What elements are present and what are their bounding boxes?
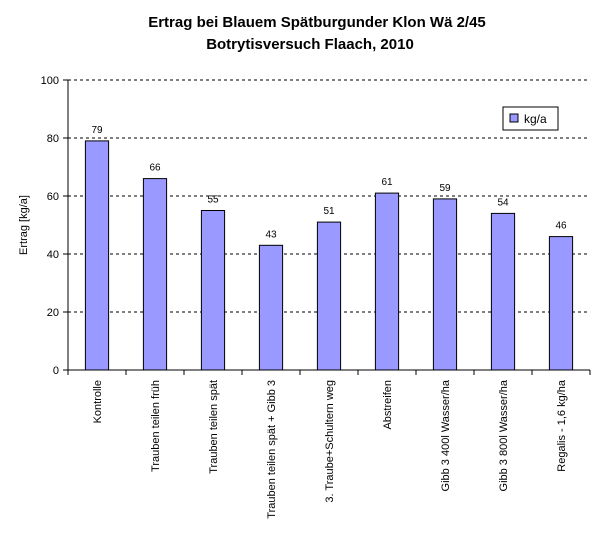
bar xyxy=(258,244,284,371)
y-axis-title: Ertrag [kg/a] xyxy=(18,195,30,255)
bar xyxy=(316,221,342,371)
data-label: 54 xyxy=(497,197,509,208)
data-label: 79 xyxy=(91,125,103,136)
y-tick-label: 0 xyxy=(53,365,59,377)
y-tick-label: 40 xyxy=(47,249,59,261)
category-label: Gibb 3 400l Wasser/ha xyxy=(440,379,452,491)
chart-subtitle: Botrytisversuch Flaach, 2010 xyxy=(206,36,414,53)
category-label: Trauben teilen spät xyxy=(208,380,220,474)
category-label: Abstreifen xyxy=(382,380,394,430)
data-label: 51 xyxy=(323,206,335,217)
legend: kg/a xyxy=(502,106,559,131)
bar xyxy=(490,212,516,371)
y-tick-label: 80 xyxy=(47,133,59,145)
legend-box xyxy=(502,106,559,131)
data-label: 59 xyxy=(439,183,451,194)
bar xyxy=(142,178,168,371)
data-label: 43 xyxy=(265,229,277,240)
category-label: Kontrolle xyxy=(92,380,104,423)
y-tick-label: 60 xyxy=(47,191,59,203)
category-label: Gibb 3 800l Wasser/ha xyxy=(498,379,510,491)
category-labels: Kontrolle Trauben teilen früh Trauben teil… xyxy=(92,379,568,519)
legend-label: kg/a xyxy=(524,112,547,126)
data-label: 61 xyxy=(381,177,393,188)
data-label: 46 xyxy=(555,221,567,232)
category-label: Trauben teilen früh xyxy=(150,380,162,472)
bar xyxy=(548,236,574,371)
category-label: 3. Traube+Schultern weg xyxy=(324,380,336,503)
bars xyxy=(84,140,574,371)
data-labels: 79 66 55 43 51 61 59 54 46 xyxy=(91,125,567,240)
chart-title: Ertrag bei Blauem Spätburgunder Klon Wä … xyxy=(148,14,486,31)
category-label: Regalis - 1,6 kg/ha xyxy=(556,379,568,472)
bar xyxy=(374,192,400,371)
y-axis-ticks: 0 20 40 60 80 100 xyxy=(41,75,69,377)
bar xyxy=(432,198,458,371)
y-tick-label: 100 xyxy=(41,75,59,87)
x-axis-ticks xyxy=(67,369,591,375)
bar xyxy=(200,210,226,371)
y-tick-label: 20 xyxy=(47,307,59,319)
category-label: Trauben teilen spät + Gibb 3 xyxy=(266,380,278,519)
legend-swatch xyxy=(509,113,519,123)
bar xyxy=(84,140,110,371)
data-label: 55 xyxy=(207,195,219,206)
data-label: 66 xyxy=(149,163,161,174)
